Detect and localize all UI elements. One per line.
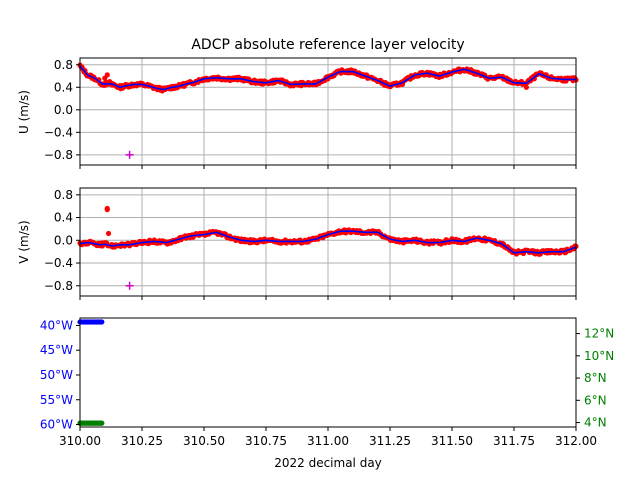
xtick-label-6: 311.50	[431, 434, 473, 448]
lat-tick-label-1: 10°N	[584, 349, 614, 363]
u-axis-label: U (m/s)	[17, 90, 31, 134]
ytick-label-v-3: −0.4	[44, 256, 73, 270]
raw-outlier-v-1	[104, 205, 110, 212]
v-velocity-panel: 0.8 0.4 0.0 −0.4 −0.8	[44, 187, 579, 300]
xtick-label-5: 311.25	[369, 434, 411, 448]
lon-tick-label-3: 55°W	[40, 393, 73, 407]
ytick-label-u-1: 0.4	[54, 80, 73, 94]
latitude-points	[77, 420, 105, 426]
xtick-label-8: 312.00	[555, 434, 597, 448]
x-axis-label: 2022 decimal day	[274, 456, 382, 470]
chart-title: ADCP absolute reference layer velocity	[191, 37, 464, 53]
ytick-label-v-4: −0.8	[44, 279, 73, 293]
raw-outlier-v-2	[105, 230, 112, 237]
xtick-label-2: 310.50	[183, 434, 225, 448]
lat-tick-label-4: 4°N	[584, 416, 607, 430]
lat-tick-label-3: 6°N	[584, 393, 607, 407]
v-plus-marker-0	[125, 281, 134, 290]
ytick-label-v-1: 0.4	[54, 211, 73, 225]
lat-tick-label-0: 12°N	[584, 327, 614, 341]
lon-tick-label-4: 60°W	[40, 418, 73, 432]
v-frame	[79, 187, 577, 297]
xtick-label-0: 310.00	[59, 434, 101, 448]
u-smoothed-line	[79, 65, 576, 91]
v-smoothed-line	[79, 230, 577, 254]
ytick-label-u-2: 0.0	[54, 103, 73, 117]
raw-outlier-u-6	[523, 84, 530, 90]
lat-tick-label-2: 8°N	[584, 371, 607, 385]
xtick-label-7: 311.75	[493, 434, 535, 448]
v-axis-label: V (m/s)	[17, 220, 31, 263]
lon-tick-label-0: 40°W	[40, 318, 73, 332]
xtick-label-4: 311.00	[307, 434, 349, 448]
u-plus-marker-0	[125, 150, 134, 159]
raw-outlier-u-1	[104, 72, 110, 78]
ytick-label-u-3: −0.4	[44, 125, 73, 139]
lon-tick-label-2: 50°W	[40, 368, 73, 382]
ytick-label-v-2: 0.0	[54, 233, 73, 247]
lon-point-22	[99, 319, 105, 325]
lat-point-22	[99, 420, 105, 426]
xtick-label-1: 310.25	[121, 434, 163, 448]
u-frame	[79, 57, 577, 166]
ytick-label-u-0: 0.8	[54, 58, 73, 72]
longitude-points	[77, 319, 105, 325]
pos-frame	[79, 317, 577, 428]
lon-tick-label-1: 45°W	[40, 343, 73, 357]
xtick-label-3: 310.75	[245, 434, 287, 448]
ytick-label-v-0: 0.8	[54, 188, 73, 202]
u-velocity-panel: 0.8 0.4 0.0 −0.4 −0.8	[44, 57, 579, 169]
ytick-label-u-4: −0.8	[44, 148, 73, 162]
position-panel: 40°W 45°W 50°W 55°W 60°W 12°N 10°N 8°N 6°N 4°N 310…	[40, 317, 614, 448]
